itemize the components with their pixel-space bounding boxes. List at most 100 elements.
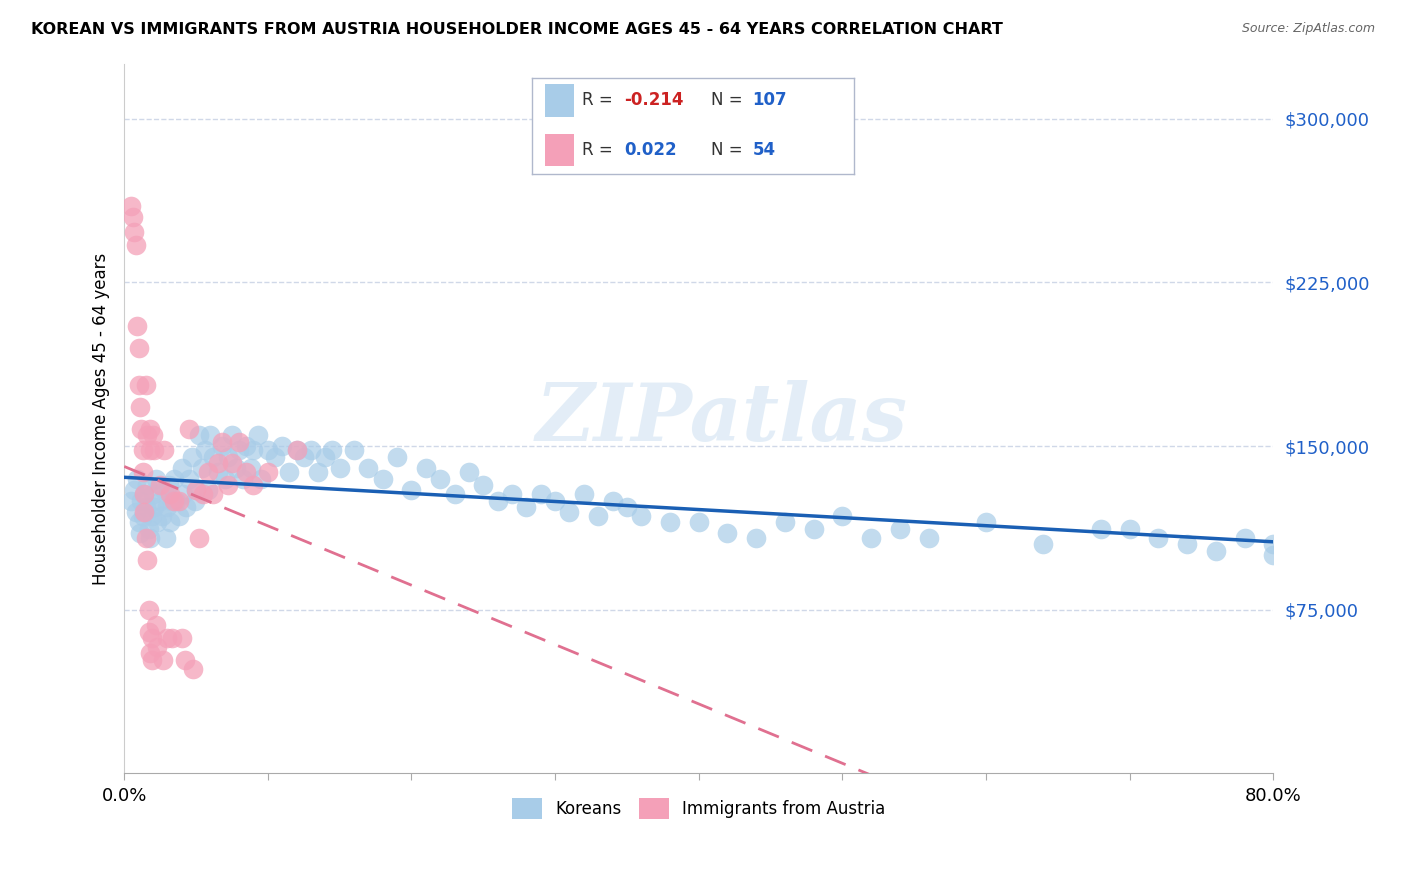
Point — [917, 531, 939, 545]
Point — [153, 443, 176, 458]
Point — [228, 434, 250, 449]
Point — [180, 450, 202, 464]
Point — [135, 378, 157, 392]
Point — [1032, 537, 1054, 551]
Point — [163, 493, 186, 508]
Point — [1118, 522, 1140, 536]
Point — [191, 461, 214, 475]
Point — [235, 465, 257, 479]
Point — [136, 478, 159, 492]
Point — [472, 478, 495, 492]
Point — [200, 428, 222, 442]
Point — [132, 465, 155, 479]
Point — [181, 662, 204, 676]
Point — [544, 493, 567, 508]
Point — [443, 487, 465, 501]
Point — [156, 500, 179, 515]
Point — [257, 465, 280, 479]
Point — [659, 516, 682, 530]
Point — [292, 450, 315, 464]
Point — [184, 483, 207, 497]
Point — [1175, 537, 1198, 551]
Point — [211, 434, 233, 449]
Point — [616, 500, 638, 515]
Point — [159, 516, 181, 530]
Point — [401, 483, 423, 497]
Point — [429, 472, 451, 486]
Point — [486, 493, 509, 508]
Point — [217, 478, 239, 492]
Point — [202, 450, 225, 464]
Point — [172, 487, 194, 501]
Point — [371, 472, 394, 486]
Point — [515, 500, 537, 515]
Point — [173, 653, 195, 667]
Point — [271, 439, 294, 453]
Point — [239, 461, 262, 475]
Point — [136, 428, 159, 442]
Point — [246, 428, 269, 442]
Point — [183, 493, 205, 508]
Point — [136, 552, 159, 566]
Point — [127, 472, 149, 486]
Point — [187, 531, 209, 545]
Point — [120, 493, 142, 508]
Point — [211, 439, 233, 453]
Point — [242, 478, 264, 492]
Point — [142, 428, 165, 442]
Point — [307, 465, 329, 479]
Point — [184, 483, 207, 497]
Point — [131, 493, 153, 508]
Point — [1205, 543, 1227, 558]
Point — [160, 631, 183, 645]
Point — [385, 450, 408, 464]
Point — [357, 461, 380, 475]
Point — [170, 461, 193, 475]
Point — [177, 472, 200, 486]
Point — [167, 508, 190, 523]
Point — [1263, 537, 1285, 551]
Point — [572, 487, 595, 501]
Point — [152, 653, 174, 667]
Point — [124, 483, 146, 497]
Point — [197, 465, 219, 479]
Point — [124, 225, 146, 239]
Point — [264, 450, 287, 464]
Point — [225, 461, 247, 475]
Point — [630, 508, 652, 523]
Point — [415, 461, 437, 475]
Point — [193, 487, 215, 501]
Point — [132, 443, 155, 458]
Point — [149, 478, 172, 492]
Point — [278, 465, 301, 479]
Point — [141, 653, 163, 667]
Point — [141, 631, 163, 645]
Point — [174, 500, 197, 515]
Point — [125, 504, 148, 518]
Point — [145, 618, 167, 632]
Point — [165, 493, 187, 508]
Point — [207, 465, 229, 479]
Point — [285, 443, 308, 458]
Point — [139, 421, 162, 435]
Text: ZIPatlas: ZIPatlas — [536, 380, 908, 458]
Point — [155, 531, 177, 545]
Text: Source: ZipAtlas.com: Source: ZipAtlas.com — [1241, 22, 1375, 36]
Point — [134, 487, 156, 501]
Point — [153, 483, 176, 497]
Point — [127, 318, 149, 333]
Point — [194, 443, 217, 458]
Point — [128, 378, 150, 392]
Point — [138, 522, 160, 536]
Point — [860, 531, 883, 545]
Point — [138, 624, 160, 639]
Point — [128, 516, 150, 530]
Point — [1263, 548, 1285, 562]
Point — [146, 640, 169, 654]
Point — [207, 457, 229, 471]
Point — [228, 443, 250, 458]
Point — [160, 493, 183, 508]
Point — [458, 465, 481, 479]
Point — [143, 500, 166, 515]
Point — [157, 478, 180, 492]
